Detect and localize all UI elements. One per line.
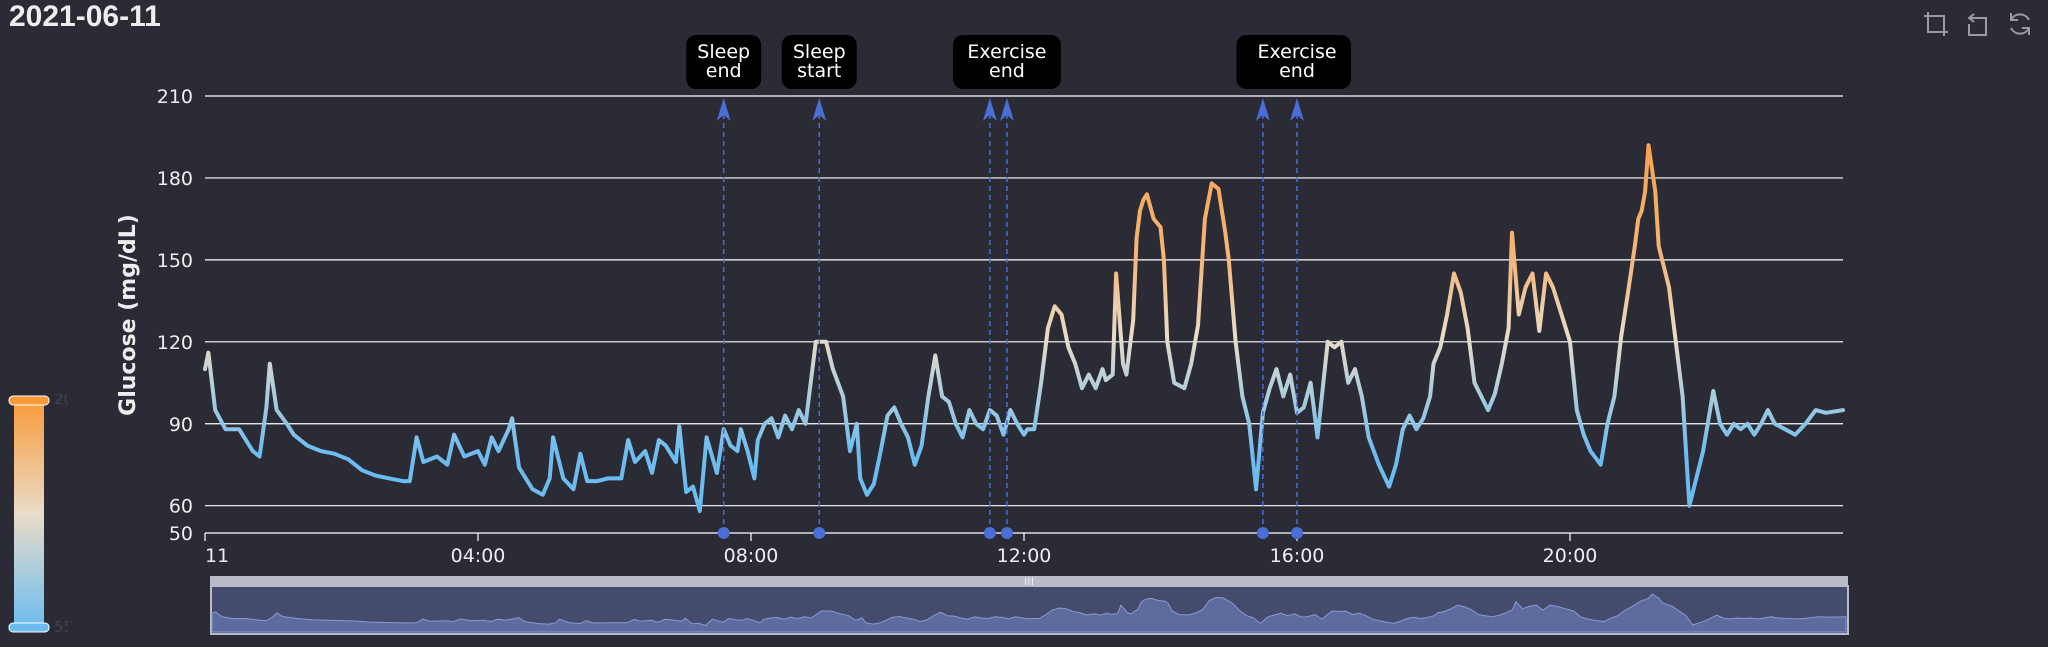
annotation-arrow: [1290, 98, 1304, 121]
visual-map-min-label: 55: [54, 618, 68, 634]
visual-map-low-handle[interactable]: [8, 622, 50, 633]
annotation-dot[interactable]: [1256, 527, 1269, 539]
y-tick-label: 180: [157, 168, 193, 190]
restore-icon[interactable]: [2006, 10, 2034, 38]
grid-lines: [205, 95, 1843, 534]
annotation-dot[interactable]: [983, 527, 996, 539]
annotation-label-text: start: [797, 60, 841, 82]
visual-map-max-label: 205: [54, 394, 68, 408]
y-axis: 50 60 90 120 150 180 210: [157, 86, 193, 545]
x-tick-label: 11: [205, 545, 229, 567]
annotation-marker[interactable]: [982, 98, 997, 539]
y-tick-label: 210: [157, 86, 193, 108]
annotation-dot[interactable]: [1291, 527, 1303, 539]
zoom-icon[interactable]: [1922, 10, 1950, 38]
annotation-label-box: [952, 35, 1061, 89]
annotation-marker[interactable]: [1255, 98, 1270, 539]
annotation-label-text: Exercise: [967, 41, 1046, 63]
x-tick-label: 20:00: [1543, 545, 1598, 567]
y-tick-label: 90: [169, 414, 193, 436]
annotation-arrow: [999, 98, 1014, 121]
visual-map-high-handle[interactable]: [8, 395, 50, 406]
y-tick-label: 150: [157, 250, 193, 272]
y-axis-label: Glucose (mg/dL): [116, 214, 141, 416]
annotation-marker[interactable]: [716, 98, 731, 539]
x-axis: 11 04:00 08:00 12:00 16:00 20:00: [204, 533, 1598, 567]
event-annotations: SleependSleepstartEExerciseendExesExerci…: [686, 35, 1351, 539]
annotation-label-text: Sleep: [697, 41, 750, 63]
annotation-label-text: end: [1279, 60, 1315, 82]
annotation-marker[interactable]: [999, 98, 1014, 539]
annotation-label-box: [781, 35, 857, 89]
annotation-label-text: Exercise: [1257, 41, 1336, 63]
annotation-label-text: end: [989, 60, 1025, 82]
data-zoom-slider[interactable]: |||: [210, 576, 1849, 635]
zoom-reset-icon[interactable]: [1964, 10, 1992, 38]
visual-map[interactable]: 205 55: [8, 394, 68, 634]
annotation-dot[interactable]: [1000, 527, 1013, 539]
x-tick-label: 12:00: [997, 545, 1052, 567]
annotation-arrow: [812, 98, 827, 121]
x-tick-label: 16:00: [1270, 545, 1325, 567]
annotation-label-text: Sleep: [793, 41, 846, 63]
y-tick-label: 120: [157, 332, 193, 354]
glucose-series-line[interactable]: [203, 143, 1845, 514]
annotation-dot[interactable]: [813, 527, 826, 539]
x-tick-label: 08:00: [724, 545, 779, 567]
annotation-marker[interactable]: [812, 98, 827, 539]
annotation-arrow: [716, 98, 731, 121]
annotation-label-box: [686, 35, 762, 89]
annotation-dot[interactable]: [717, 527, 730, 539]
data-zoom-preview-area: [211, 593, 1847, 633]
annotation-label-text: end: [706, 60, 742, 82]
annotation-marker[interactable]: [1290, 98, 1304, 539]
toolbox: [1922, 10, 2034, 38]
annotation-arrow: [982, 98, 997, 121]
annotation-label-box: [1243, 35, 1351, 89]
data-zoom-grip-icon[interactable]: |||: [1024, 577, 1034, 588]
date-title: 2021-06-11: [9, 0, 161, 33]
annotation-arrow: [1255, 98, 1270, 121]
y-tick-label: 60: [169, 496, 193, 518]
y-tick-label: 50: [169, 523, 193, 545]
visual-map-bar: [14, 400, 44, 628]
data-zoom-handle-bar[interactable]: [210, 576, 1848, 585]
x-tick-label: 04:00: [451, 545, 506, 567]
